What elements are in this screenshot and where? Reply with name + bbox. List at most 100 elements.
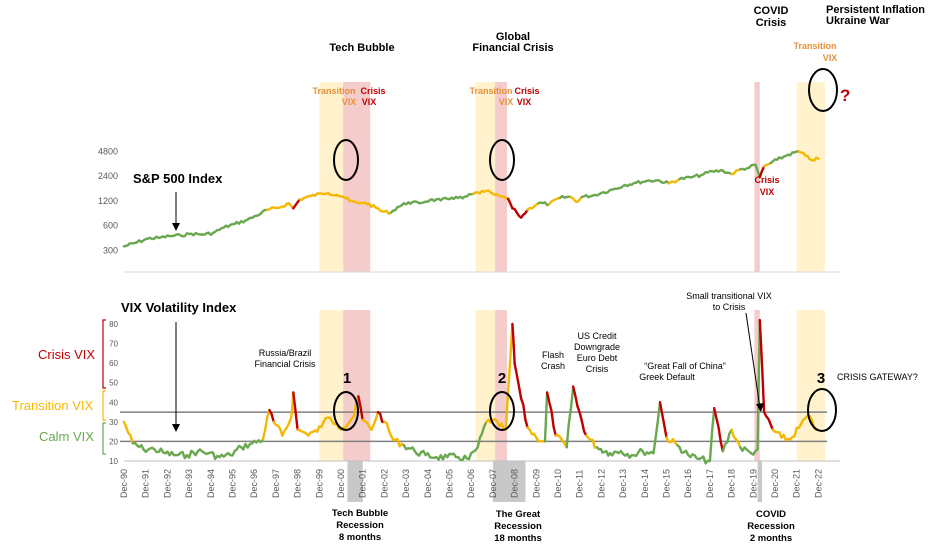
x-tick-label: Dec-17 — [705, 469, 715, 498]
x-tick-label: Dec-92 — [162, 469, 172, 498]
vix-segment — [185, 449, 199, 459]
us-credit-label-2: Downgrade — [574, 342, 620, 352]
vix-segment — [504, 322, 514, 431]
sp500-segment — [526, 201, 540, 211]
transition-label-2022: Transition — [793, 41, 836, 51]
sp500-segment — [472, 189, 486, 195]
sp500-segment — [190, 231, 204, 237]
vix-segment — [476, 420, 488, 449]
crisis-label-2001: Crisis — [360, 86, 385, 96]
covid-label-1: COVID — [754, 5, 789, 17]
crisis-vix-label-2020: VIX — [760, 187, 775, 197]
vix-segment — [511, 322, 516, 365]
sp500-segment — [483, 189, 492, 194]
x-tick-label: Dec-91 — [141, 469, 151, 498]
recession-tech-1: Tech Bubble — [332, 508, 388, 519]
sp500-segment — [776, 153, 790, 161]
sp500-segment — [634, 179, 649, 185]
calm-bracket — [102, 422, 106, 455]
sp500-y-tick: 300 — [103, 245, 118, 255]
vix-segment — [122, 420, 134, 445]
china-label-1: “Great Fall of China” — [644, 361, 726, 371]
transition-band-2000-bottom — [319, 310, 344, 461]
sp500-segment — [559, 194, 573, 199]
crisis-band-2008-top — [495, 82, 508, 272]
transition-circle-2007-top — [489, 139, 515, 181]
crisis-vix-label: Crisis VIX — [38, 347, 95, 362]
vix-segment — [342, 414, 356, 430]
sp500-segment — [537, 201, 551, 207]
vix-segment — [218, 451, 232, 459]
recession-tech-3: 8 months — [339, 532, 381, 543]
transition-circle-2022-top — [808, 68, 838, 112]
vix-segment — [391, 437, 406, 448]
vix-segment — [229, 444, 243, 457]
vix-arrow — [172, 322, 180, 432]
sp500-segment — [519, 208, 529, 219]
sp500-segment — [381, 209, 393, 215]
sp500-segment — [179, 232, 193, 238]
transition-label-2000: Transition — [312, 86, 355, 96]
crisis-label-2008: Crisis — [514, 86, 539, 96]
vix-y-tick: 40 — [109, 398, 118, 407]
x-tick-label: Dec-14 — [640, 469, 650, 498]
sp500-segment — [157, 234, 171, 239]
vix-segment — [315, 420, 325, 433]
sp500-segment — [548, 196, 562, 206]
sp500-segment — [511, 207, 518, 214]
vix-y-ticks: 10 20 30 40 50 60 70 80 — [109, 320, 118, 466]
vix-segment — [572, 385, 579, 408]
x-tick-label: Dec-22 — [813, 469, 823, 498]
sp500-segment — [493, 193, 503, 199]
vix-y-tick: 60 — [109, 359, 118, 368]
sp500-segment — [348, 199, 360, 205]
flash-label-2: Crash — [541, 361, 565, 371]
sp500-segment — [810, 156, 820, 162]
vix-segment — [292, 391, 299, 431]
sp500-segment — [689, 173, 703, 179]
crisis-gateway-label: CRISIS GATEWAY? — [837, 372, 918, 382]
sp500-segment — [710, 169, 725, 173]
sp500-label: S&P 500 Index — [133, 171, 223, 186]
vix-segment — [296, 428, 308, 435]
sp500-segment — [233, 219, 247, 226]
crisis-band-2020-top — [754, 82, 760, 272]
sp500-segment — [326, 191, 338, 197]
sp500-segment — [461, 192, 475, 200]
sp500-segment — [200, 231, 215, 236]
transition-vix-label-2007: VIX — [499, 97, 514, 107]
sp500-segment — [298, 194, 312, 201]
sp500-arrow — [172, 192, 180, 231]
x-tick-label: Dec-98 — [293, 469, 303, 498]
transition-band-2007-bottom — [475, 310, 496, 461]
sp500-segment — [450, 195, 464, 201]
sp500-y-tick: 1200 — [98, 196, 118, 206]
us-credit-label-3: Euro Debt — [577, 353, 618, 363]
x-tick-label: Dec-96 — [249, 469, 259, 498]
transition-vix-label: Transition VIX — [12, 398, 93, 413]
sp500-segment — [211, 226, 225, 235]
x-tick-label: Dec-11 — [575, 470, 585, 498]
vix-segment — [207, 451, 221, 461]
vix-segment — [281, 416, 293, 437]
x-tick-label: Dec-05 — [445, 469, 455, 498]
sp500-segment — [407, 200, 421, 205]
sp500-segment — [439, 196, 453, 202]
vix-segment — [153, 447, 167, 455]
covid-label-2: Crisis — [756, 17, 787, 29]
sp500-segment — [122, 241, 139, 248]
vix-segment — [261, 408, 271, 441]
sp500-segment — [730, 168, 742, 176]
sp500-y-tick: 2400 — [98, 171, 118, 181]
sp500-y-tick: 600 — [103, 221, 118, 231]
sp500-segment — [428, 197, 442, 203]
question-mark: ? — [840, 86, 850, 105]
sp500-segment — [266, 206, 280, 211]
vix-segment — [565, 385, 575, 449]
x-tick-label: Dec-10 — [553, 469, 563, 498]
sp500-segment — [656, 179, 670, 185]
vix-segment — [730, 428, 742, 449]
vix-segment — [240, 442, 254, 451]
x-tick-label: Dec-99 — [314, 469, 324, 498]
sp500-segment — [624, 181, 638, 188]
